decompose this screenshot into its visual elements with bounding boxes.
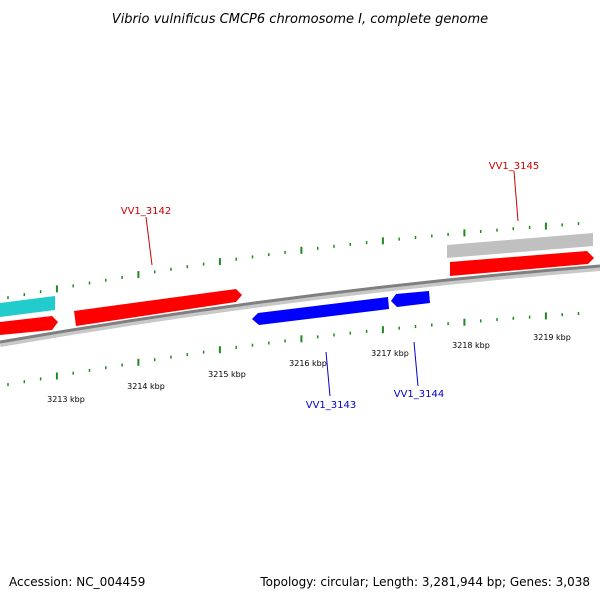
gene-vv1-3144[interactable] xyxy=(391,291,430,307)
gene-label-vv1-3144[interactable]: VV1_3144 xyxy=(394,389,445,400)
gene-label-vv1-3142[interactable]: VV1_3142 xyxy=(121,206,172,217)
feature-gray-right[interactable] xyxy=(447,233,593,258)
scale-label: 3213 kbp xyxy=(47,395,85,404)
gene-label-vv1-3145[interactable]: VV1_3145 xyxy=(489,161,540,172)
scale-labels: 3213 kbp 3214 kbp 3215 kbp 3216 kbp 3217… xyxy=(47,333,571,404)
scale-label: 3216 kbp xyxy=(289,359,327,368)
leader-line xyxy=(325,351,331,397)
feature-cyan-left[interactable] xyxy=(0,296,55,317)
gene-labels: VV1_3142 VV1_3143 VV1_3144 VV1_3145 xyxy=(121,161,540,411)
gene-vv1-3145[interactable] xyxy=(450,251,594,276)
gene-vv1-3142[interactable] xyxy=(74,289,242,326)
inner-tick-ring xyxy=(7,312,580,387)
backbone-line xyxy=(0,264,600,344)
gene-forward-left[interactable] xyxy=(0,316,58,335)
scale-label: 3217 kbp xyxy=(371,349,409,358)
gene-vv1-3143[interactable] xyxy=(252,297,389,325)
leader-line xyxy=(413,341,419,387)
scale-label: 3219 kbp xyxy=(533,333,571,342)
scale-label: 3215 kbp xyxy=(208,370,246,379)
features xyxy=(0,233,594,335)
leader-line xyxy=(145,216,153,266)
backbone xyxy=(0,264,600,347)
map-title: Vibrio vulnificus CMCP6 chromosome I, co… xyxy=(112,12,488,27)
scale-label: 3214 kbp xyxy=(127,382,165,391)
backbone-shadow xyxy=(0,265,600,347)
gene-label-vv1-3143[interactable]: VV1_3143 xyxy=(306,400,357,411)
scale-label: 3218 kbp xyxy=(452,341,490,350)
genome-summary-text: Topology: circular; Length: 3,281,944 bp… xyxy=(259,575,590,589)
accession-text: Accession: NC_004459 xyxy=(9,575,145,589)
outer-tick-ring xyxy=(7,222,580,300)
leader-line xyxy=(513,170,519,222)
